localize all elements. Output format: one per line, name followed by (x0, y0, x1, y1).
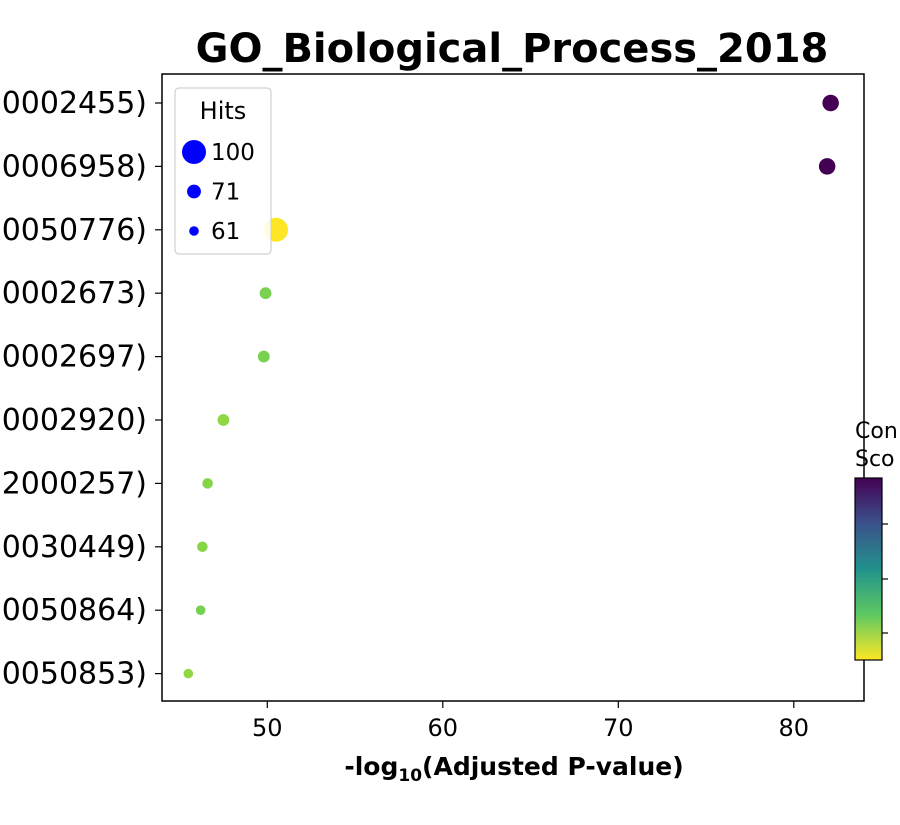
x-axis-label-suffix: (Adjusted P-value) (422, 752, 684, 781)
legend-label: 71 (211, 180, 240, 206)
y-tick-label: 0002697) (2, 340, 147, 375)
y-tick-label: 0002673) (2, 276, 147, 311)
x-axis-label: -log10(Adjusted P-value) (344, 752, 683, 786)
x-axis-label-prefix: -log (344, 752, 398, 781)
data-point (818, 158, 836, 175)
data-point (197, 541, 208, 553)
legend-label: 61 (211, 219, 240, 245)
x-tick-label: 80 (779, 714, 810, 742)
colorbar-gradient (854, 477, 883, 661)
colorbar-label-line2: Sco (855, 447, 895, 472)
data-point (257, 350, 270, 363)
chart-title: GO_Biological_Process_2018 (196, 26, 829, 72)
y-tick-label: 0050864) (2, 593, 147, 628)
y-tick-label: 2000257) (2, 466, 147, 501)
legend-label: 100 (211, 140, 255, 166)
legend-entries: 100 71 61 (182, 140, 255, 245)
data-points (183, 94, 839, 679)
x-tick-label: 60 (428, 714, 459, 742)
plot-frame (161, 73, 865, 702)
data-point (822, 94, 839, 112)
data-point (202, 478, 213, 489)
legend-title: Hits (200, 97, 247, 125)
x-axis-label-subscript: 10 (398, 766, 422, 786)
y-tick-label: 0050776) (2, 213, 147, 248)
data-point (217, 414, 230, 426)
y-tick-label: 0050853) (2, 657, 147, 692)
data-point (183, 668, 194, 679)
colorbar-label-line1: Con (855, 419, 898, 444)
y-tick-label: 0030449) (2, 530, 147, 565)
data-point (259, 287, 272, 300)
legend: Hits 100 71 61 (174, 87, 272, 255)
x-axis: 50 60 70 80 (252, 701, 809, 742)
legend-marker (182, 140, 206, 164)
x-tick-label: 50 (252, 714, 283, 742)
colorbar: Con Sco (854, 419, 898, 661)
y-tick-labels: 0002455) 0006958) 0050776) 0002673) 0002697)… (2, 86, 162, 692)
legend-marker (187, 184, 201, 199)
x-tick-label: 70 (603, 714, 634, 742)
y-tick-label: 0006958) (2, 149, 147, 184)
legend-box (174, 87, 272, 255)
legend-marker (189, 226, 199, 236)
y-tick-label: 0002920) (2, 403, 147, 438)
y-tick-label: 0002455) (2, 86, 147, 121)
data-point (195, 605, 206, 615)
